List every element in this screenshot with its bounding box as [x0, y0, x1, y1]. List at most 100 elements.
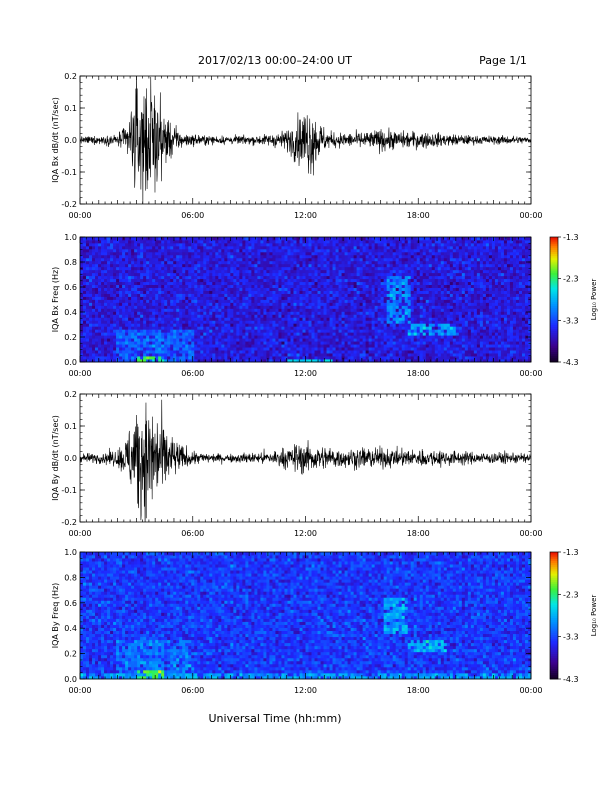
- spectrogram-cell: [378, 300, 381, 303]
- spectrogram-cell: [363, 285, 366, 288]
- spectrogram-cell: [299, 297, 302, 300]
- spectrogram-cell: [137, 279, 140, 282]
- spectrogram-cell: [107, 237, 110, 240]
- spectrogram-cell: [366, 294, 369, 297]
- spectrogram-cell: [339, 282, 342, 285]
- spectrogram-cell: [104, 350, 107, 353]
- spectrogram-cell: [272, 279, 275, 282]
- spectrogram-cell: [200, 305, 203, 308]
- spectrogram-cell: [318, 261, 321, 264]
- spectrogram-cell: [98, 314, 101, 317]
- spectrogram-cell: [309, 341, 312, 344]
- spectrogram-cell: [170, 320, 173, 323]
- spectrogram-cell: [254, 314, 257, 317]
- spectrogram-cell: [399, 302, 402, 305]
- spectrogram-cell: [290, 255, 293, 258]
- spectrogram-cell: [152, 353, 155, 356]
- spectrogram-cell: [348, 302, 351, 305]
- spectrogram-cell: [299, 341, 302, 344]
- spectrogram-cell: [233, 255, 236, 258]
- spectrogram-cell: [155, 344, 158, 347]
- spectrogram-cell: [339, 353, 342, 356]
- spectrogram-cell: [83, 282, 86, 285]
- spectrogram-cell: [393, 255, 396, 258]
- spectrogram-cell: [263, 273, 266, 276]
- spectrogram-cell: [104, 240, 107, 243]
- spectrogram-cell: [414, 279, 417, 282]
- spectrogram-cell: [315, 249, 318, 252]
- spectrogram-cell: [306, 294, 309, 297]
- spectrogram-cell: [119, 279, 122, 282]
- spectrogram-cell: [257, 305, 260, 308]
- spectrogram-cell: [140, 320, 143, 323]
- spectrogram-cell: [378, 308, 381, 311]
- spectrogram-cell: [290, 350, 293, 353]
- spectrogram-cell: [420, 308, 423, 311]
- spectrogram-cell: [95, 302, 98, 305]
- spectrogram-cell: [254, 344, 257, 347]
- spectrogram-cell: [351, 276, 354, 279]
- spectrogram-cell: [342, 341, 345, 344]
- spectrogram-cell: [263, 246, 266, 249]
- spectrogram-cell: [122, 302, 125, 305]
- spectrogram-cell: [257, 326, 260, 329]
- spectrogram-cell: [387, 294, 390, 297]
- spectrogram-cell: [230, 258, 233, 261]
- spectrogram-cell: [89, 338, 92, 341]
- spectrogram-cell: [312, 300, 315, 303]
- spectrogram-cell: [324, 285, 327, 288]
- spectrogram-cell: [80, 356, 83, 359]
- spectrogram-cell: [212, 335, 215, 338]
- spectrogram-cell: [363, 246, 366, 249]
- spectrogram-cell: [372, 308, 375, 311]
- spectrogram-cell: [116, 294, 119, 297]
- spectrogram-cell: [342, 252, 345, 255]
- spectrogram-cell: [128, 252, 131, 255]
- spectrogram-cell: [306, 267, 309, 270]
- spectrogram-cell: [351, 237, 354, 240]
- spectrogram-cell: [269, 243, 272, 246]
- spectrogram-cell: [378, 347, 381, 350]
- spectrogram-cell: [393, 356, 396, 359]
- spectrogram-cell: [339, 356, 342, 359]
- spectrogram-cell: [227, 288, 230, 291]
- y-tick-label: 0.2: [64, 72, 77, 81]
- spectrogram-cell: [266, 249, 269, 252]
- spectrogram-cell: [167, 285, 170, 288]
- spectrogram-cell: [321, 288, 324, 291]
- spectrogram-cell: [266, 335, 269, 338]
- spectrogram-cell: [86, 255, 89, 258]
- spectrogram-cell: [212, 252, 215, 255]
- spectrogram-cell: [230, 338, 233, 341]
- spectrogram-cell: [137, 353, 140, 356]
- spectrogram-cell: [321, 255, 324, 258]
- spectrogram-cell: [200, 320, 203, 323]
- spectrogram-cell: [248, 282, 251, 285]
- spectrogram-cell: [336, 291, 339, 294]
- spectrogram-cell: [98, 338, 101, 341]
- spectrogram-cell: [278, 285, 281, 288]
- spectrogram-cell: [179, 356, 182, 359]
- spectrogram-cell: [110, 356, 113, 359]
- spectrogram-cell: [266, 323, 269, 326]
- spectrogram-cell: [221, 297, 224, 300]
- spectrogram-cell: [245, 308, 248, 311]
- spectrogram-cell: [396, 329, 399, 332]
- spectrogram-cell: [191, 353, 194, 356]
- spectrogram-cell: [125, 273, 128, 276]
- spectrogram-cell: [221, 258, 224, 261]
- spectrogram-cell: [113, 332, 116, 335]
- spectrogram-cell: [218, 344, 221, 347]
- spectrogram-cell: [324, 323, 327, 326]
- spectrogram-cell: [119, 264, 122, 267]
- spectrogram-cell: [203, 353, 206, 356]
- spectrogram-cell: [113, 246, 116, 249]
- spectrogram-cell: [315, 264, 318, 267]
- spectrogram-cell: [393, 323, 396, 326]
- spectrogram-cell: [125, 246, 128, 249]
- spectrogram-cell: [260, 329, 263, 332]
- spectrogram-cell: [149, 279, 152, 282]
- spectrogram-cell: [104, 344, 107, 347]
- spectrogram-cell: [242, 243, 245, 246]
- spectrogram-cell: [188, 350, 191, 353]
